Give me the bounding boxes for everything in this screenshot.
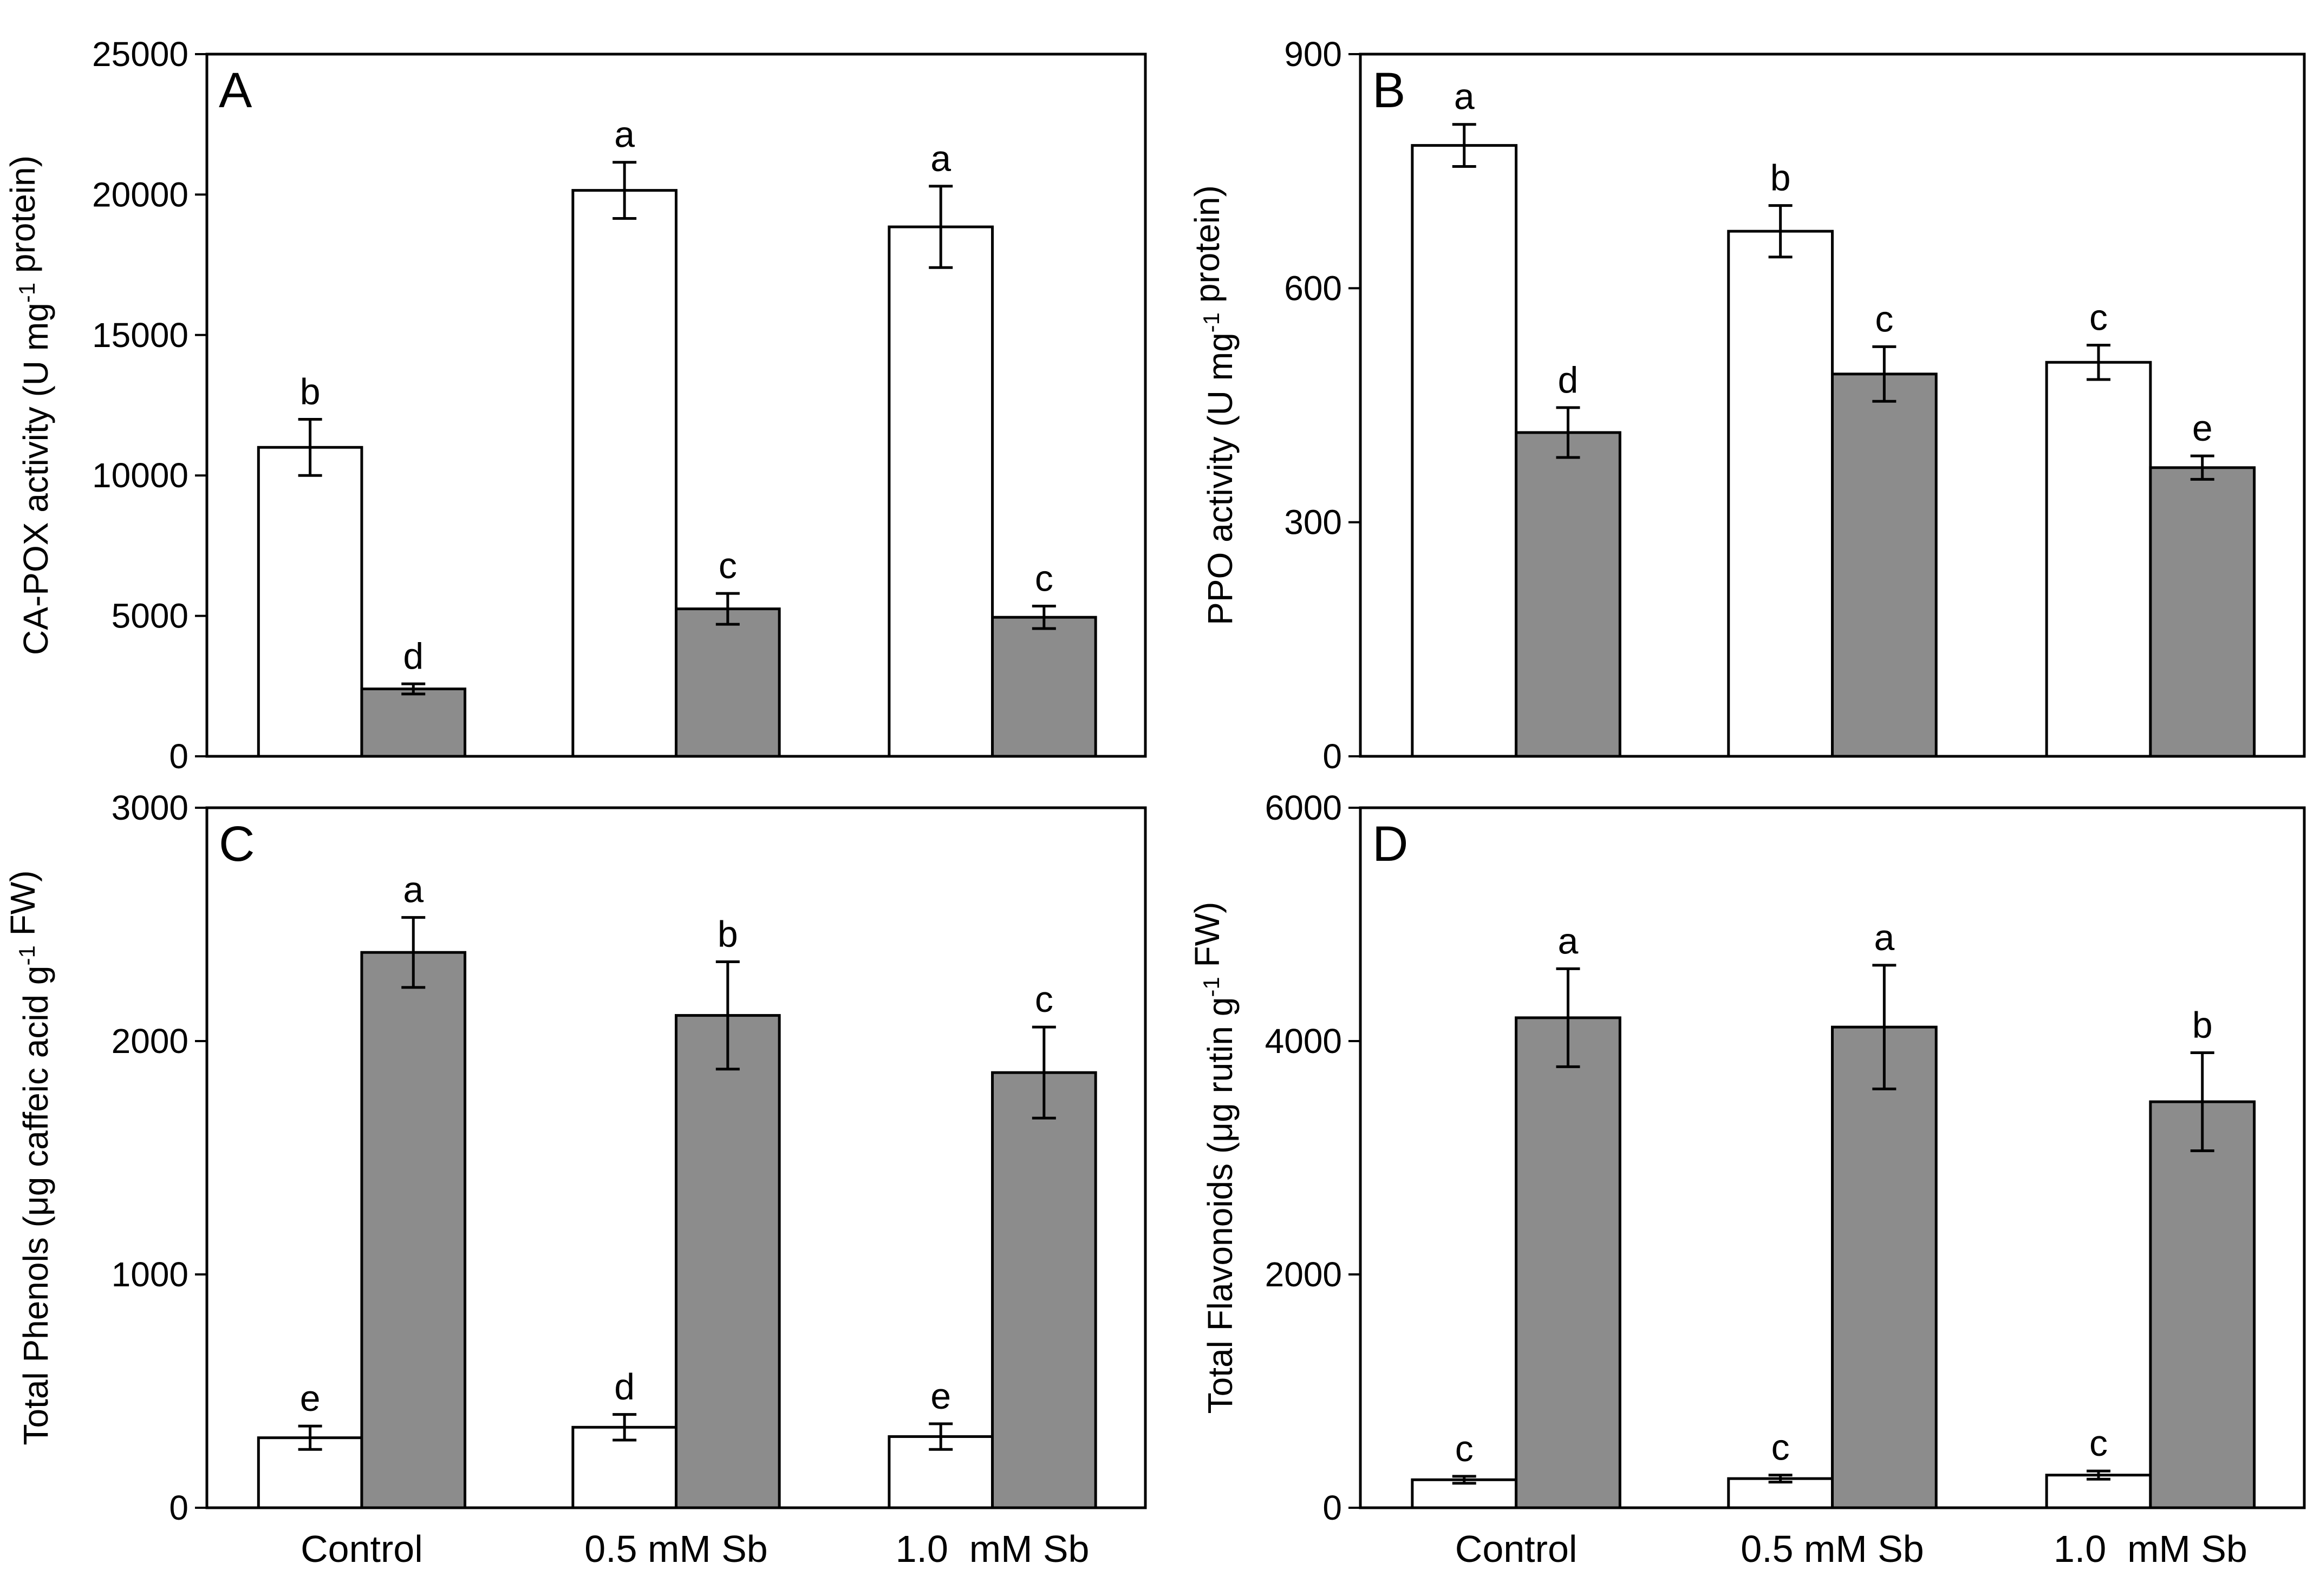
significance-letter: c (1875, 298, 1893, 339)
significance-letter: a (614, 114, 635, 155)
y-axis-title-sup: -1 (14, 283, 40, 303)
bar-white (257, 446, 363, 758)
bar-gray (1515, 1016, 1621, 1509)
significance-letter: d (403, 636, 423, 677)
y-tick-label: 5000 (112, 597, 188, 636)
significance-letter: d (614, 1366, 635, 1408)
y-axis-title: CA-POX activity (U mg-1 protein) (3, 155, 55, 655)
y-tick-label: 0 (169, 1488, 188, 1527)
plot-frame (205, 53, 1147, 758)
y-tick-label: 2000 (112, 1022, 188, 1061)
significance-letter: a (1558, 920, 1579, 961)
bar-white (1727, 230, 1834, 758)
bar-gray (675, 1014, 781, 1509)
significance-letter: a (403, 869, 423, 911)
bar-white (1411, 144, 1518, 758)
y-axis-title-part: Total Flavonoids (μg rutin g (1201, 997, 1240, 1414)
bar-gray (1831, 1025, 1938, 1509)
y-axis-title: PPO activity (U mg-1 protein) (1188, 185, 1240, 625)
plot-frame (1359, 53, 2306, 758)
y-axis-title-sup: -1 (1198, 977, 1224, 997)
y-tick-label: 15000 (92, 316, 188, 355)
bar-gray (2149, 1100, 2256, 1509)
bar-white (2045, 361, 2152, 758)
y-axis-title: Total Phenols (μg caffeic acid g-1 FW) (3, 871, 55, 1445)
y-tick-label: 900 (1284, 35, 1342, 74)
panel-A: 0 5000 10000 15000 20000 25000 b a a d c c A CA-POX a… (3, 35, 1147, 776)
significance-letter: c (1035, 979, 1053, 1020)
panel-D: 0 2000 4000 6000 c c c a a b D Total Flavonoids (μg… (1188, 788, 2306, 1570)
significance-letter: b (2192, 1005, 2213, 1046)
x-category-label: 0.5 mM Sb (1741, 1528, 1924, 1570)
significance-letter: c (719, 545, 737, 586)
y-tick-label: 600 (1284, 269, 1342, 308)
panel-letter: A (219, 63, 252, 118)
y-tick-label: 2000 (1265, 1255, 1342, 1294)
bar-white (888, 225, 994, 758)
significance-letter: c (2089, 297, 2108, 338)
panel-C: 0 1000 2000 3000 e d e a b c C Total Phenols (μg ca… (3, 788, 1147, 1570)
significance-letter: c (1035, 558, 1053, 599)
bar-white (571, 189, 677, 758)
significance-letter: b (718, 913, 738, 954)
bar-gray (1831, 372, 1938, 758)
significance-letter: c (2089, 1423, 2108, 1464)
x-category-label: 1.0 mM Sb (896, 1528, 1090, 1570)
y-tick-label: 0 (1322, 737, 1342, 776)
y-axis-title-part: CA-POX activity (U mg (16, 303, 55, 655)
x-category-label: Control (1455, 1528, 1578, 1570)
y-axis-title-sup: -1 (14, 945, 40, 965)
significance-letter: e (930, 1376, 951, 1417)
significance-letter: a (1874, 917, 1894, 958)
y-axis-title-part: protein) (3, 155, 42, 283)
y-tick-label: 20000 (92, 175, 188, 214)
bar-gray (2149, 466, 2256, 758)
bar-gray (675, 607, 781, 758)
panel-B: 0 300 600 900 a b c d c e B PPO activity (U mg-1 pr… (1188, 35, 2306, 776)
bar-gray (1515, 431, 1621, 758)
y-axis-title-part: FW) (1188, 902, 1227, 977)
significance-letter: e (2192, 408, 2213, 449)
significance-letter: c (1771, 1427, 1790, 1468)
y-tick-label: 4000 (1265, 1022, 1342, 1061)
y-tick-label: 6000 (1265, 788, 1342, 827)
significance-letter: a (930, 138, 951, 179)
panel-letter: D (1372, 816, 1408, 872)
y-tick-label: 0 (169, 737, 188, 776)
y-axis-title-part: protein) (1188, 185, 1227, 312)
x-category-label: 1.0 mM Sb (2054, 1528, 2247, 1570)
bar-gray (360, 951, 467, 1509)
y-axis-title-sup: -1 (1198, 312, 1224, 332)
panel-letter: B (1372, 63, 1405, 118)
y-tick-label: 3000 (112, 788, 188, 827)
significance-letter: d (1558, 359, 1579, 401)
significance-letter: a (1454, 76, 1475, 117)
y-axis-title-part: PPO activity (U mg (1201, 332, 1240, 625)
significance-letter: c (1455, 1428, 1474, 1469)
y-tick-label: 25000 (92, 35, 188, 74)
y-axis-title: Total Flavonoids (μg rutin g-1 FW) (1188, 902, 1240, 1414)
y-tick-label: 10000 (92, 456, 188, 495)
y-tick-label: 300 (1284, 503, 1342, 542)
panel-letter: C (219, 816, 255, 872)
x-category-label: 0.5 mM Sb (584, 1528, 767, 1570)
plot-frame (205, 806, 1147, 1509)
bar-gray (991, 616, 1097, 758)
plot-frame (1359, 806, 2306, 1509)
y-tick-label: 1000 (112, 1255, 188, 1294)
bar-gray (991, 1071, 1097, 1509)
y-axis-title-part: Total Phenols (μg caffeic acid g (16, 965, 55, 1445)
significance-letter: e (300, 1378, 321, 1419)
bar-gray (360, 687, 467, 758)
significance-letter: b (300, 371, 321, 412)
significance-letter: b (1770, 158, 1791, 199)
y-axis-title-part: FW) (3, 871, 42, 946)
y-tick-label: 0 (1322, 1488, 1342, 1527)
x-category-label: Control (301, 1528, 423, 1570)
